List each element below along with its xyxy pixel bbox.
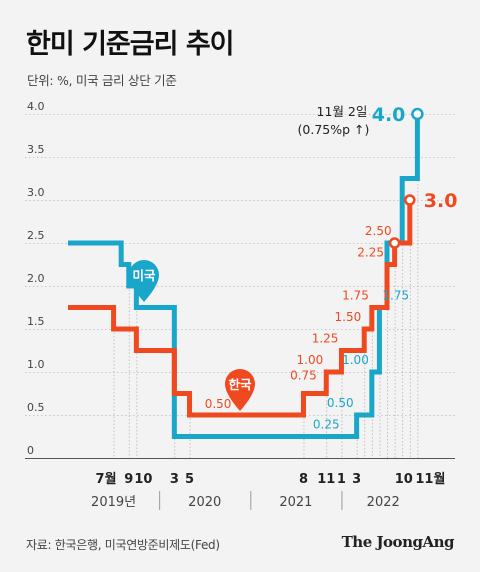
kr-value-label: 1.50 xyxy=(335,310,362,324)
kr-pin xyxy=(224,368,255,411)
kr-value-label: 2.25 xyxy=(357,246,384,260)
chart-subtitle: 단위: %, 미국 금리 상단 기준 xyxy=(27,73,177,88)
x-month-label: 7월 xyxy=(96,471,117,487)
x-month-label: 8 xyxy=(299,472,308,487)
y-tick-label: 0.5 xyxy=(27,401,45,414)
x-month-label: 3 xyxy=(352,472,361,487)
kr-pin-label: 한국 xyxy=(228,377,252,392)
y-tick-label: 0 xyxy=(27,444,34,457)
x-month-label: 3 xyxy=(170,472,179,487)
x-year-label: 2019년 xyxy=(91,495,136,510)
kr-end-label: 3.0 xyxy=(424,190,458,212)
x-month-label: 10 xyxy=(134,472,152,487)
us-pin xyxy=(129,260,159,302)
series-line-kr xyxy=(68,200,413,418)
y-tick-label: 3.0 xyxy=(27,186,45,199)
x-year-label: 2021 xyxy=(279,495,312,510)
us-pin-label: 미국 xyxy=(132,268,156,283)
kr-marker xyxy=(388,237,401,249)
x-month-label: 10 xyxy=(395,472,413,487)
source-note: 자료: 한국은행, 미국연방준비제도(Fed) xyxy=(26,538,220,552)
y-tick-label: 3.5 xyxy=(27,143,45,156)
us-end-label: 4.0 xyxy=(372,104,406,126)
y-tick-label: 2.0 xyxy=(27,272,45,285)
kr-value-label: 1.25 xyxy=(312,332,339,346)
x-month-label: 5 xyxy=(185,472,194,487)
y-tick-label: 1.5 xyxy=(27,315,45,328)
us-value-label: 1.75 xyxy=(382,289,409,303)
x-month-label: 9 xyxy=(124,472,133,487)
y-tick-label: 4.0 xyxy=(27,100,45,113)
kr-value-label: 0.75 xyxy=(290,369,317,383)
us-end-marker xyxy=(411,107,424,121)
kr-value-label: 0.50 xyxy=(205,397,232,411)
x-year-label: 2022 xyxy=(367,495,400,510)
us-value-label: 0.25 xyxy=(313,418,340,432)
us-value-label: 0.50 xyxy=(327,396,354,410)
kr-end-marker xyxy=(404,194,416,206)
brand-logo: The JoongAng xyxy=(341,533,455,551)
y-tick-label: 2.5 xyxy=(27,229,45,242)
x-month-label: 11월 xyxy=(415,471,445,487)
us-value-label: 1.00 xyxy=(342,353,369,367)
x-year-label: 2020 xyxy=(188,495,221,510)
annotation-date: 11월 2일 xyxy=(317,104,368,119)
annotation-change: (0.75%p ↑) xyxy=(298,122,370,137)
kr-value-label: 2.50 xyxy=(365,224,392,238)
kr-value-label: 1.75 xyxy=(342,289,369,303)
y-tick-label: 1.0 xyxy=(27,358,45,371)
x-month-label: 1 xyxy=(337,472,346,487)
chart-title: 한미 기준금리 추이 xyxy=(26,29,235,60)
kr-value-label: 1.00 xyxy=(297,353,324,367)
x-month-label: 11 xyxy=(317,472,335,487)
